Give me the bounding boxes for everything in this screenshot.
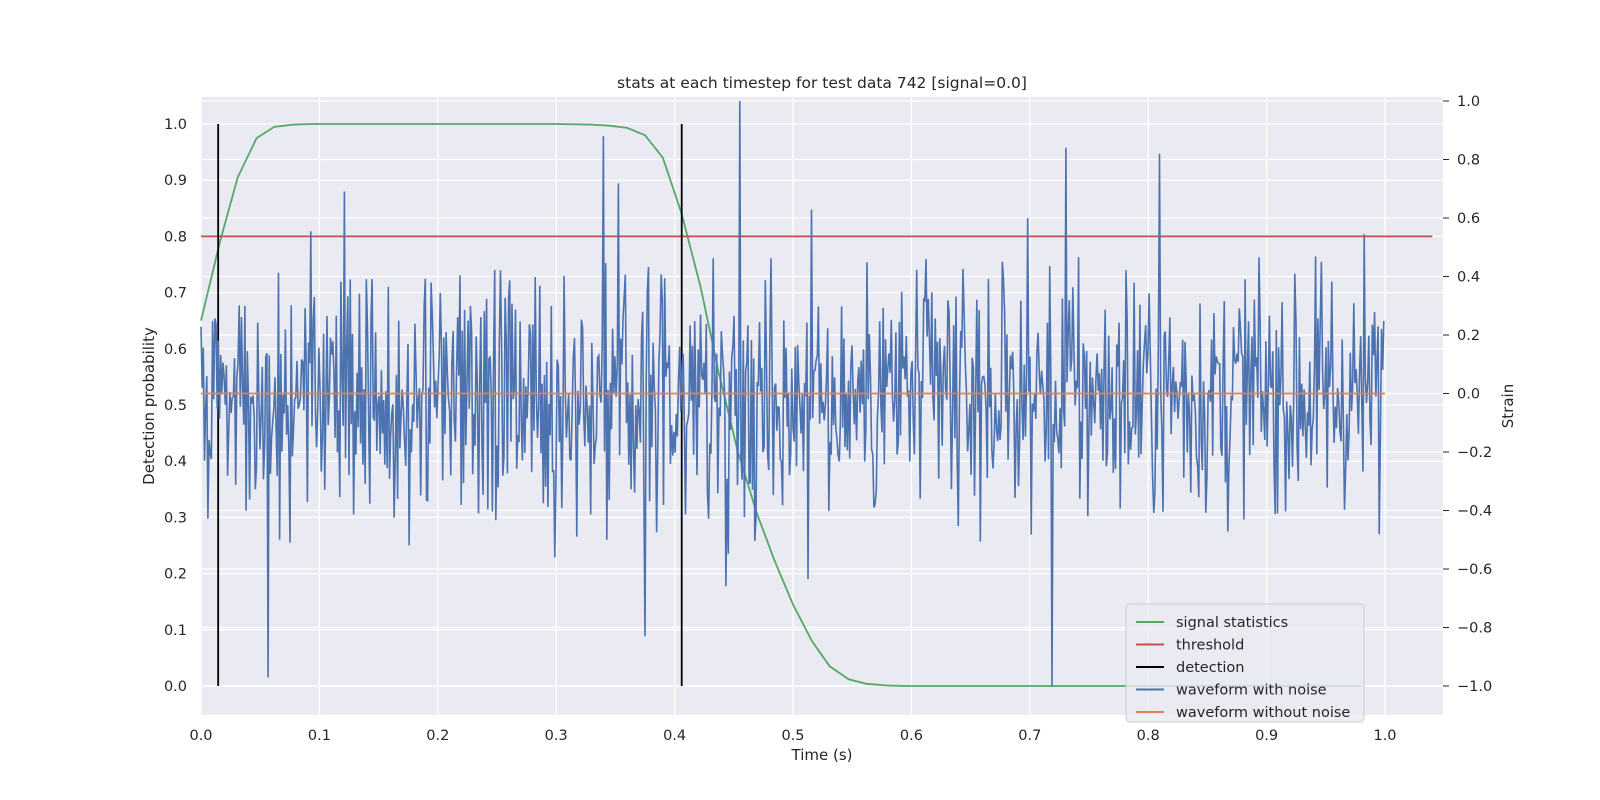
chart-title: stats at each timestep for test data 742… [617, 74, 1027, 92]
x-tick-label: 0.9 [1255, 728, 1278, 744]
y-tick-label: 0.3 [164, 510, 187, 526]
legend-label-waveform-without-noise: waveform without noise [1176, 705, 1350, 721]
y-tick-label: 0.0 [164, 679, 187, 695]
x-tick-label: 0.0 [189, 728, 212, 744]
legend-label-detection: detection [1176, 660, 1244, 676]
x-tick-label: 0.1 [308, 728, 331, 744]
y-tick-label: 0.7 [164, 286, 187, 302]
x-tick-label: 0.6 [900, 728, 923, 744]
y-tick-label: 0.5 [164, 398, 187, 414]
y2-tick-label: −1.0 [1457, 679, 1492, 695]
y2-tick-label: 0.8 [1457, 153, 1480, 169]
y2-tick-label: 0.4 [1457, 270, 1480, 286]
legend: signal statistics threshold detection wavef… [1125, 603, 1365, 723]
x-tick-label: 0.7 [1018, 728, 1041, 744]
series-layer [200, 100, 1433, 687]
y2-tick-label: −0.4 [1457, 504, 1492, 520]
y2-tick-label: −0.8 [1457, 621, 1492, 637]
x-tick-label: 0.8 [1137, 728, 1160, 744]
y2-tick-label: −0.2 [1457, 445, 1492, 461]
x-tick-label: 1.0 [1373, 728, 1396, 744]
legend-items: signal statistics threshold detection wavef… [1136, 615, 1350, 721]
tick-labels: 0.0 0.1 0.2 0.3 0.4 0.5 0.6 0.7 0.8 0.9 1.0 0.0 0.1 0… [164, 94, 1492, 744]
y-tick-label: 0.8 [164, 229, 187, 245]
x-tick-label: 0.4 [663, 728, 686, 744]
y-tick-label: 0.1 [164, 623, 187, 639]
y2-tick-label: −0.6 [1457, 562, 1492, 578]
y2-tick-label: 1.0 [1457, 94, 1480, 110]
y-tick-label: 0.9 [164, 173, 187, 189]
y2-axis-label: Strain [1499, 384, 1517, 428]
x-tick-label: 0.2 [426, 728, 449, 744]
y-axis-label: Detection probability [140, 327, 158, 485]
x-axis-label: Time (s) [791, 746, 853, 764]
y-tick-label: 0.2 [164, 567, 187, 583]
legend-label-signal-statistics: signal statistics [1176, 615, 1288, 631]
y2-tick-label: 0.2 [1457, 328, 1480, 344]
x-tick-label: 0.3 [545, 728, 568, 744]
y2-tick-label: 0.6 [1457, 211, 1480, 227]
x-tick-label: 0.5 [781, 728, 804, 744]
y-tick-label: 0.6 [164, 342, 187, 358]
legend-label-threshold: threshold [1176, 638, 1244, 654]
waveform-with-noise-line [200, 100, 1385, 687]
y-tick-label: 1.0 [164, 117, 187, 133]
y2-tick-label: 0.0 [1457, 387, 1480, 403]
legend-box [1125, 603, 1365, 723]
legend-label-waveform-with-noise: waveform with noise [1176, 683, 1327, 699]
y-tick-label: 0.4 [164, 454, 187, 470]
